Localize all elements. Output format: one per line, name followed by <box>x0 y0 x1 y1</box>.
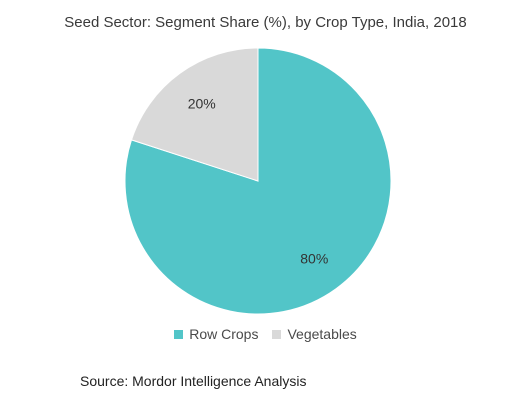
source-note: Source: Mordor Intelligence Analysis <box>80 373 307 389</box>
pie-chart: 80% 20% <box>124 47 392 315</box>
legend-item-row-crops: Row Crops <box>174 326 258 342</box>
legend-swatch-row-crops <box>174 329 184 339</box>
legend-label-row-crops: Row Crops <box>189 326 259 342</box>
chart-title: Seed Sector: Segment Share (%), by Crop … <box>64 14 467 31</box>
legend-label-vegetables: Vegetables <box>287 326 357 342</box>
data-label-vegetables: 20% <box>188 96 216 112</box>
legend-swatch-vegetables <box>272 329 282 339</box>
pie-slice-vegetables <box>130 47 259 182</box>
legend-item-vegetables: Vegetables <box>272 326 357 342</box>
chart-legend: Row Crops Vegetables <box>0 326 531 342</box>
data-label-row-crops: 80% <box>300 250 328 266</box>
